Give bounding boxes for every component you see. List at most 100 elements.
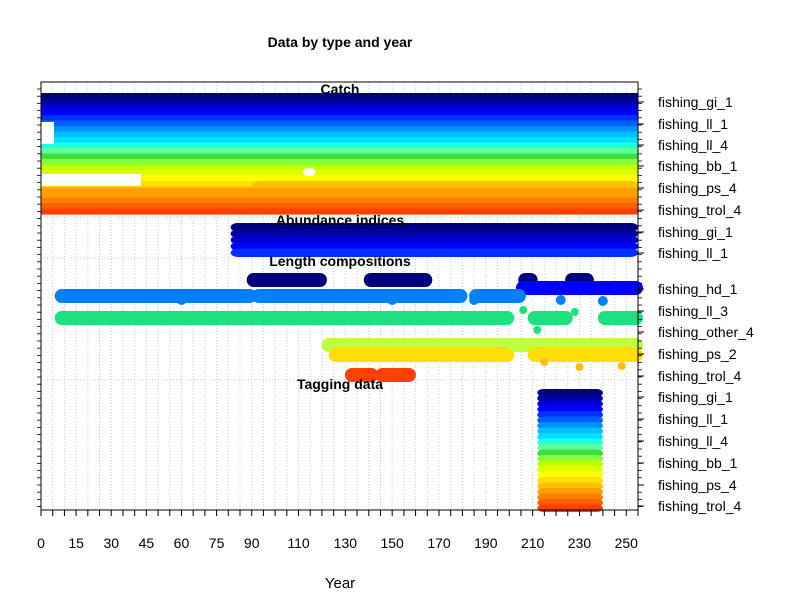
plot-frame <box>40 81 639 511</box>
data-band <box>41 109 638 116</box>
data-marks <box>41 93 643 512</box>
chart-title: Data by type and year <box>268 34 413 50</box>
x-tick-label: 0 <box>37 535 45 551</box>
data-point <box>533 326 542 334</box>
data-band <box>230 223 638 232</box>
data-gap <box>41 174 141 186</box>
y-tick-label: fishing_trol_4 <box>658 498 741 514</box>
x-tick-label: 45 <box>139 535 155 551</box>
data-band <box>230 248 638 257</box>
data-point <box>575 363 584 371</box>
y-axis: fishing_gi_1fishing_ll_1fishing_ll_4fish… <box>37 88 754 514</box>
data-run <box>54 311 515 325</box>
y-tick-label: fishing_ll_3 <box>658 303 728 319</box>
data-band <box>41 170 638 177</box>
data-band <box>41 120 638 127</box>
data-gap <box>41 122 54 144</box>
data-band <box>41 148 638 155</box>
data-band <box>41 115 638 122</box>
x-tick-label: 250 <box>615 535 639 551</box>
y-tick-label: fishing_gi_1 <box>658 94 733 110</box>
data-band <box>41 153 638 160</box>
data-run <box>328 348 515 362</box>
data-point <box>597 296 608 306</box>
y-tick-label: fishing_gi_1 <box>658 389 733 405</box>
data-point <box>387 295 398 305</box>
y-tick-label: fishing_ps_2 <box>658 346 737 362</box>
data-band <box>41 98 638 105</box>
section-title: Abundance indices <box>276 212 405 228</box>
data-point <box>82 291 93 301</box>
x-tick-label: 230 <box>568 535 592 551</box>
x-tick-label: 150 <box>380 535 404 551</box>
data-point <box>281 293 292 303</box>
data-band <box>230 229 638 238</box>
x-tick-label: 130 <box>334 535 358 551</box>
data-band <box>41 93 638 100</box>
x-tick-label: 210 <box>521 535 545 551</box>
data-point <box>617 362 626 370</box>
y-tick-label: fishing_bb_1 <box>658 158 738 174</box>
data-run <box>345 368 379 382</box>
x-tick-label: 15 <box>68 535 84 551</box>
data-run <box>251 289 468 303</box>
data-point <box>176 295 187 305</box>
data-run <box>515 281 643 295</box>
data-run <box>246 273 327 287</box>
x-tick-label: 170 <box>427 535 451 551</box>
y-tick-label: fishing_ll_1 <box>658 411 728 427</box>
section-title: Tagging data <box>297 376 383 392</box>
data-band <box>41 137 638 144</box>
y-tick-label: fishing_trol_4 <box>658 202 741 218</box>
data-point <box>570 308 579 316</box>
section-title: Catch <box>321 81 360 97</box>
y-tick-label: fishing_ps_4 <box>658 180 737 196</box>
y-tick-label: fishing_ll_1 <box>658 245 728 261</box>
data-point <box>540 358 549 366</box>
data-band <box>41 175 638 182</box>
data-point <box>555 295 566 305</box>
data-band <box>230 242 638 251</box>
y-tick-label: fishing_ll_1 <box>658 116 728 132</box>
x-tick-label: 75 <box>209 535 225 551</box>
x-tick-label: 90 <box>244 535 260 551</box>
data-point <box>547 314 556 322</box>
section-titles: Catch Abundance indices Length composition… <box>269 81 411 392</box>
data-band <box>230 235 638 245</box>
data-band <box>537 504 603 512</box>
data-band <box>41 164 638 171</box>
x-tick-label: 30 <box>103 535 119 551</box>
x-axis: 0 15 30 45 60 75 90 110 130 150 170 190 210 230 250 <box>37 510 639 551</box>
data-band <box>41 104 638 111</box>
x-tick-label: 60 <box>174 535 190 551</box>
y-tick-label: fishing_bb_1 <box>658 455 738 471</box>
y-tick-label: fishing_ps_4 <box>658 477 737 493</box>
y-tick-label: fishing_trol_4 <box>658 368 741 384</box>
data-point <box>504 293 515 303</box>
data-band <box>41 126 638 133</box>
data-band <box>41 203 638 210</box>
data-run <box>54 289 257 303</box>
data-band <box>41 208 638 215</box>
data-point <box>519 306 528 314</box>
data-band <box>41 188 638 197</box>
data-band <box>41 197 638 204</box>
data-band <box>41 159 638 166</box>
data-band <box>41 131 638 138</box>
y-tick-label: fishing_gi_1 <box>658 224 733 240</box>
data-run <box>597 311 643 325</box>
data-run <box>363 273 433 287</box>
x-axis-title: Year <box>325 575 355 592</box>
data-run <box>375 368 416 382</box>
data-band <box>41 142 638 149</box>
data-gap <box>303 168 316 176</box>
y-tick-label: fishing_ll_4 <box>658 433 728 449</box>
y-tick-label: fishing_hd_1 <box>658 281 738 297</box>
data-point <box>469 295 480 305</box>
data-run <box>527 348 643 362</box>
x-tick-label: 190 <box>474 535 498 551</box>
section-title: Length compositions <box>269 253 411 269</box>
x-tick-label: 110 <box>287 535 310 551</box>
y-tick-label: fishing_ll_4 <box>658 137 728 153</box>
